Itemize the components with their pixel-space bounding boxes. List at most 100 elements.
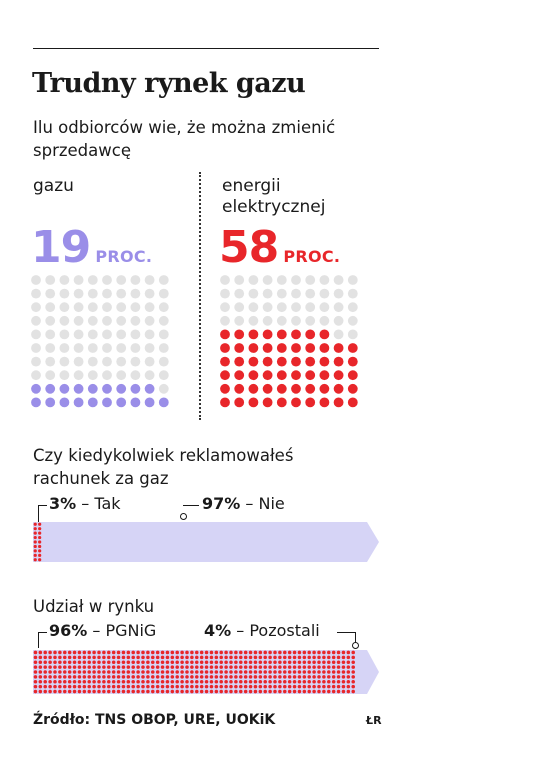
- electric-dot-76: [291, 302, 301, 313]
- gas-dot-95: [87, 275, 98, 285]
- market-segment-1-dot: [160, 655, 165, 660]
- market-segment-1-dot: [248, 680, 253, 684]
- market-segment-1-dot: [185, 665, 189, 669]
- gas-dot-67: [116, 315, 127, 326]
- market-segment-1-dot: [312, 655, 316, 660]
- market-segment-1-dot: [131, 660, 135, 664]
- gas-dot-78: [130, 302, 141, 313]
- market-segment-1-dot: [185, 684, 189, 689]
- market-segment-1-dot: [253, 650, 258, 655]
- electric-percent-value: 58: [219, 222, 279, 273]
- gas-dot-24: [73, 370, 84, 381]
- market-segment-1-dot: [107, 670, 111, 674]
- market-segment-1-dot: [146, 675, 150, 679]
- market-segment-1-dot: [278, 675, 282, 679]
- market-segment-1-dot: [214, 660, 219, 664]
- gas-dot-9: [144, 397, 155, 408]
- gas-dot-10: [158, 397, 169, 408]
- market-segment-1-dot: [253, 660, 258, 664]
- market-segment-1-dot: [48, 665, 52, 669]
- electric-dot-81: [220, 288, 230, 299]
- market-segment-1-dot: [248, 655, 253, 660]
- market-segment-1-dot: [287, 660, 292, 664]
- market-segment-1-dot: [351, 655, 355, 660]
- market-segment-1-dot: [87, 665, 91, 669]
- market-segment-1-dot: [229, 650, 233, 655]
- market-segment-1-dot: [165, 660, 170, 664]
- legend-others-value: 4%: [204, 621, 232, 640]
- complaint-segment-1-dot: [33, 522, 37, 526]
- electric-dot-91: [220, 275, 230, 285]
- electric-dot-79: [333, 302, 344, 313]
- market-segment-1-dot: [263, 650, 267, 655]
- market-segment-1-dot: [126, 670, 131, 674]
- market-segment-1-dot: [141, 675, 145, 679]
- market-segment-1-dot: [92, 680, 96, 684]
- market-segment-1-dot: [151, 655, 155, 660]
- electric-dot-21: [220, 370, 230, 381]
- electric-dot-72: [234, 302, 245, 313]
- market-segment-1-dot: [38, 680, 43, 684]
- market-segment-1-dot: [67, 670, 72, 674]
- market-segment-1-dot: [336, 675, 341, 679]
- electric-dot-74: [262, 302, 273, 313]
- market-segment-1-dot: [160, 680, 165, 684]
- electric-dot-46: [291, 343, 301, 353]
- gas-dot-15: [87, 383, 98, 394]
- market-segment-1-dot: [38, 675, 43, 679]
- gas-dot-59: [144, 329, 155, 340]
- market-segment-1-dot: [253, 665, 258, 669]
- market-segment-1-dot: [67, 650, 72, 655]
- market-segment-1-dot: [204, 670, 209, 674]
- market-segment-1-dot: [307, 650, 311, 655]
- market-segment-1-dot: [331, 684, 336, 689]
- gas-dot-44: [73, 343, 84, 353]
- market-segment-1-dot: [165, 655, 170, 660]
- electric-dot-17: [305, 383, 316, 394]
- gas-dot-50: [158, 343, 169, 353]
- gas-dot-12: [45, 383, 56, 394]
- complaint-segment-1-dot: [33, 558, 37, 562]
- complaint-segment-1-dot: [33, 553, 37, 557]
- market-segment-1-dot: [283, 689, 287, 694]
- market-segment-1-dot: [283, 675, 287, 679]
- electric-dot-27: [305, 370, 316, 381]
- market-segment-1-dot: [63, 670, 67, 674]
- market-segment-1-dot: [136, 675, 140, 679]
- electric-dot-84: [262, 288, 273, 299]
- market-segment-1-dot: [87, 675, 91, 679]
- legend-pgnig-value: 96%: [49, 621, 88, 640]
- market-segment-1-dot: [209, 684, 214, 689]
- market-segment-1-dot: [72, 684, 77, 689]
- gas-dot-89: [144, 288, 155, 299]
- complaint-question: Czy kiedykolwiek reklamowałeś rachunek z…: [33, 444, 293, 490]
- market-segment-1-dot: [268, 689, 272, 694]
- market-segment-1-dot: [58, 670, 62, 674]
- gas-dot-45: [87, 343, 98, 353]
- electric-dot-95: [276, 275, 287, 285]
- market-segment-1-dot: [77, 684, 82, 689]
- market-segment-1-dot: [336, 655, 341, 660]
- complaint-segment-1-dot: [38, 535, 42, 540]
- market-segment-1-dot: [33, 660, 38, 664]
- market-segment-1-dot: [77, 655, 82, 660]
- market-segment-1-dot: [214, 689, 219, 694]
- market-segment-1-dot: [224, 680, 228, 684]
- market-segment-1-dot: [97, 680, 101, 684]
- market-segment-1-dot: [175, 680, 179, 684]
- market-segment-1-dot: [307, 665, 311, 669]
- market-segment-1-dot: [317, 670, 321, 674]
- market-segment-1-dot: [336, 670, 341, 674]
- market-segment-1-dot: [160, 684, 165, 689]
- market-segment-1-dot: [43, 650, 47, 655]
- market-segment-1-dot: [82, 665, 87, 669]
- market-segment-1-dot: [170, 689, 175, 694]
- gas-dot-1: [31, 397, 41, 408]
- market-segment-1-dot: [121, 650, 126, 655]
- market-segment-1-dot: [199, 689, 204, 694]
- market-segment-1-dot: [102, 670, 106, 674]
- market-segment-1-dot: [121, 665, 126, 669]
- market-segment-1-dot: [199, 650, 204, 655]
- market-segment-1-dot: [170, 660, 175, 664]
- market-segment-1-dot: [190, 650, 194, 655]
